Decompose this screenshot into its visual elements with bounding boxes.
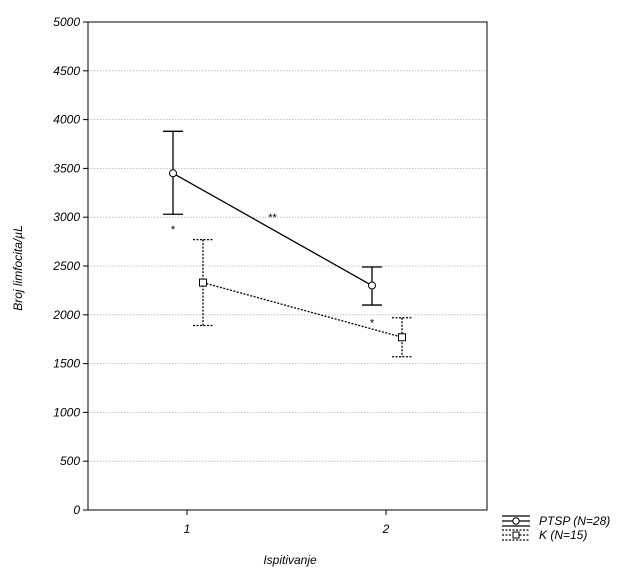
data-point [398, 333, 406, 342]
y-tick-label: 4500 [53, 64, 80, 78]
data-point [169, 169, 177, 178]
x-tick-label: 1 [184, 522, 191, 536]
annotation: * [370, 318, 375, 330]
y-tick-label: 500 [60, 454, 80, 468]
series-k [193, 238, 412, 358]
legend-item: K (N=15) [502, 528, 587, 542]
annotation: ** [268, 212, 277, 224]
y-axis-label: Broj limfocita/µL [11, 225, 25, 311]
data-point [199, 278, 207, 287]
legend-item: PTSP (N=28) [502, 514, 610, 528]
y-tick-label: 3000 [53, 210, 80, 224]
x-tick-label: 2 [382, 522, 390, 536]
y-tick-label: 3500 [53, 161, 80, 175]
annotation: * [171, 224, 176, 236]
grid-lines [88, 70, 487, 462]
legend: PTSP (N=28)K (N=15) [502, 514, 610, 542]
series-ptsp [163, 130, 382, 306]
annotations: **** [171, 212, 375, 329]
y-axis: 0 500 1000 1500 2000 2500 3000 3500 4000 4500 5000 [52, 15, 88, 517]
y-tick-label: 5000 [53, 15, 80, 29]
y-tick-label: 4000 [53, 113, 80, 127]
y-tick-label: 2500 [52, 259, 80, 273]
y-tick-label: 1500 [53, 357, 80, 371]
series-layer [163, 130, 412, 358]
series-line [202, 281, 403, 338]
legend-label: K (N=15) [539, 528, 587, 542]
legend-label: PTSP (N=28) [539, 514, 610, 528]
x-axis-label: Ispitivanje [263, 553, 317, 567]
legend-marker [512, 517, 520, 525]
legend-marker [512, 531, 520, 539]
y-tick-label: 2000 [52, 308, 80, 322]
data-point [368, 281, 376, 290]
series-line [172, 172, 373, 287]
y-tick-label: 1000 [53, 405, 80, 419]
y-tick-label: 0 [73, 503, 80, 517]
